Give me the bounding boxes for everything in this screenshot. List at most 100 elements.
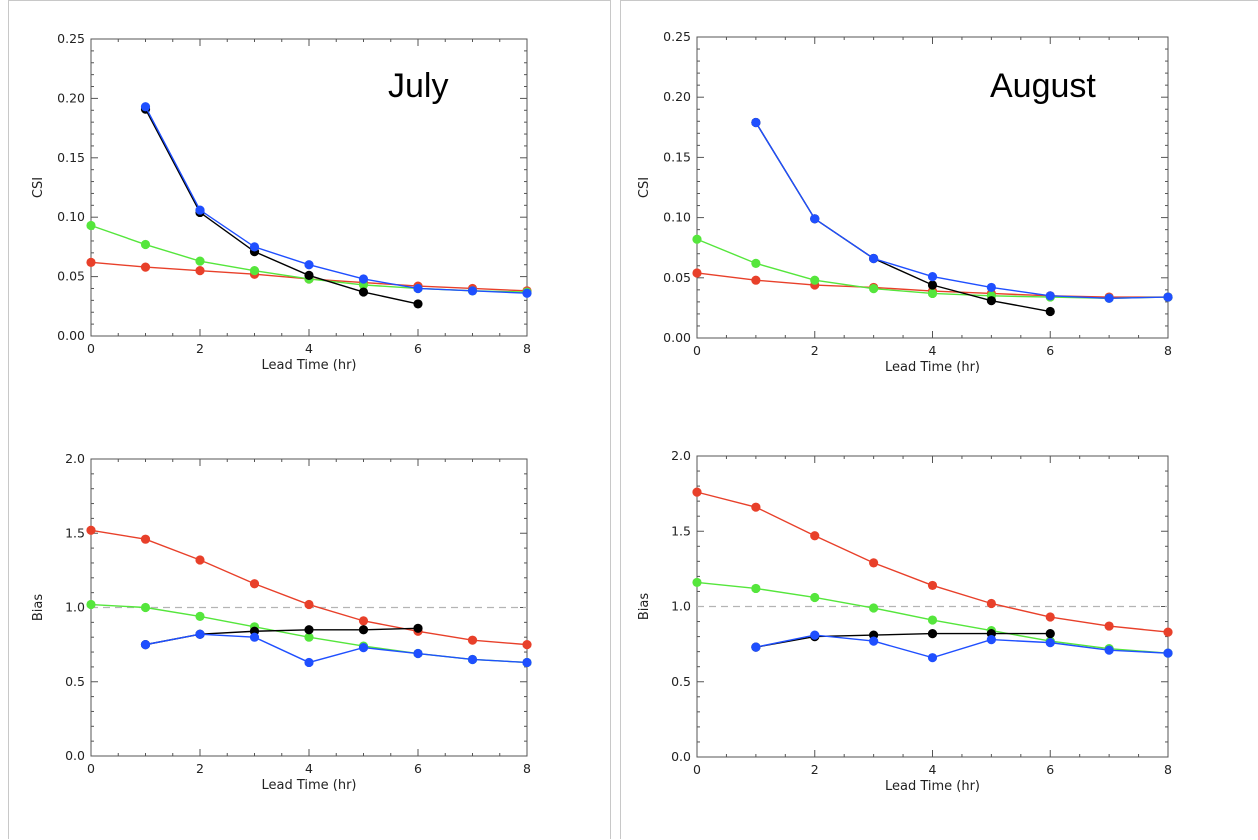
data-point-blue <box>140 640 151 650</box>
data-point-blue <box>358 274 369 284</box>
data-point-green <box>692 234 702 244</box>
x-tick-label: 0 <box>87 341 95 356</box>
data-point-blue <box>413 283 423 294</box>
y-axis-label: CSI <box>637 177 652 198</box>
x-axis-label: Lead Time (hr) <box>261 778 356 793</box>
data-point-green <box>810 275 820 285</box>
data-point-red <box>692 268 702 278</box>
data-point-blue <box>467 286 478 296</box>
data-point-red <box>810 531 820 541</box>
y-tick-label: 0.5 <box>65 674 85 689</box>
x-tick-label: 2 <box>811 343 819 358</box>
data-point-green <box>195 256 205 266</box>
data-point-blue <box>195 629 205 639</box>
data-point-green <box>304 632 314 642</box>
data-point-blue <box>522 657 532 668</box>
x-tick-label: 8 <box>523 761 531 776</box>
data-point-blue <box>986 282 996 293</box>
data-point-black <box>927 280 938 290</box>
data-point-red <box>692 487 702 497</box>
data-point-blue <box>1163 292 1173 302</box>
data-point-green <box>692 577 702 588</box>
data-point-red <box>1045 612 1055 622</box>
month-label-august: August <box>990 67 1096 105</box>
data-point-blue <box>249 632 260 642</box>
data-point-black <box>413 623 423 633</box>
data-point-red <box>249 579 260 589</box>
x-axis-label: Lead Time (hr) <box>885 779 980 794</box>
month-label-july: July <box>388 67 449 105</box>
data-point-black <box>1045 306 1055 317</box>
x-tick-label: 0 <box>693 762 701 777</box>
july-csi-chart: 0.00 0.05 0.10 0.15 0.20 0.25 0 2 4 6 8 Lead Time (… <box>31 31 532 373</box>
data-point-red <box>751 275 761 285</box>
data-point-blue <box>1163 648 1173 658</box>
x-tick-label: 8 <box>1164 343 1172 358</box>
x-axis-label: Lead Time (hr) <box>885 360 980 375</box>
data-point-blue <box>751 117 761 128</box>
data-point-blue <box>810 630 820 640</box>
data-point-black <box>358 625 369 635</box>
data-point-blue <box>810 214 820 224</box>
data-point-green <box>869 284 879 294</box>
data-point-blue <box>1045 291 1055 301</box>
data-point-green <box>751 583 761 594</box>
y-tick-label: 0.0 <box>65 748 85 763</box>
data-point-red <box>140 262 151 272</box>
y-tick-label: 0.20 <box>57 90 85 105</box>
data-point-red <box>869 558 879 568</box>
series-line-blue <box>144 106 528 294</box>
y-tick-label: 1.0 <box>671 599 691 614</box>
data-point-blue <box>927 653 938 663</box>
x-tick-label: 2 <box>196 341 204 356</box>
august-panel: August 0.00 0.05 0.10 0.15 0.20 0.25 0 2 4 6 8 Lead… <box>620 0 1258 839</box>
y-tick-label: 0.00 <box>57 328 85 343</box>
data-point-blue <box>751 642 761 652</box>
data-point-blue <box>413 648 423 659</box>
data-point-blue <box>522 288 532 298</box>
x-tick-label: 0 <box>693 343 701 358</box>
series-line-black <box>144 108 419 305</box>
data-point-red <box>927 580 938 591</box>
data-point-red <box>522 640 532 650</box>
y-tick-label: 0.0 <box>671 749 691 764</box>
data-point-red <box>304 599 314 610</box>
x-tick-label: 6 <box>414 341 422 356</box>
x-tick-label: 8 <box>1164 762 1172 777</box>
data-point-red <box>1163 627 1173 637</box>
august-bias-chart: 0.0 0.5 1.0 1.5 2.0 0 2 4 6 8 Lead Time (hr) Bias <box>637 448 1173 794</box>
data-point-blue <box>869 636 879 646</box>
data-point-black <box>304 625 314 635</box>
data-point-green <box>86 599 96 610</box>
y-tick-label: 0.10 <box>663 210 691 225</box>
data-point-green <box>195 611 205 622</box>
y-tick-label: 0.10 <box>57 209 85 224</box>
x-tick-label: 8 <box>523 341 531 356</box>
y-tick-label: 2.0 <box>671 448 691 463</box>
y-tick-label: 1.5 <box>65 525 85 540</box>
data-point-black <box>986 296 996 306</box>
data-point-blue <box>304 260 314 270</box>
data-point-black <box>304 270 314 281</box>
y-tick-label: 0.20 <box>663 89 691 104</box>
plot-frame <box>90 38 528 337</box>
data-point-green <box>927 288 938 299</box>
data-point-red <box>195 266 205 276</box>
x-tick-label: 4 <box>929 762 937 777</box>
data-point-green <box>869 603 879 613</box>
series-line-blue <box>755 634 1169 659</box>
y-tick-label: 0.05 <box>57 269 85 284</box>
x-tick-label: 4 <box>929 343 937 358</box>
data-point-black <box>413 299 423 309</box>
x-tick-label: 6 <box>414 761 422 776</box>
series-line-black <box>755 632 1051 648</box>
data-point-blue <box>927 271 938 282</box>
x-tick-label: 6 <box>1046 343 1054 358</box>
data-point-blue <box>304 657 314 668</box>
data-point-blue <box>249 242 260 252</box>
x-axis-label: Lead Time (hr) <box>261 358 356 373</box>
data-point-blue <box>140 102 151 112</box>
x-tick-label: 6 <box>1046 762 1054 777</box>
x-tick-label: 4 <box>305 341 313 356</box>
y-tick-label: 0.15 <box>663 149 691 164</box>
